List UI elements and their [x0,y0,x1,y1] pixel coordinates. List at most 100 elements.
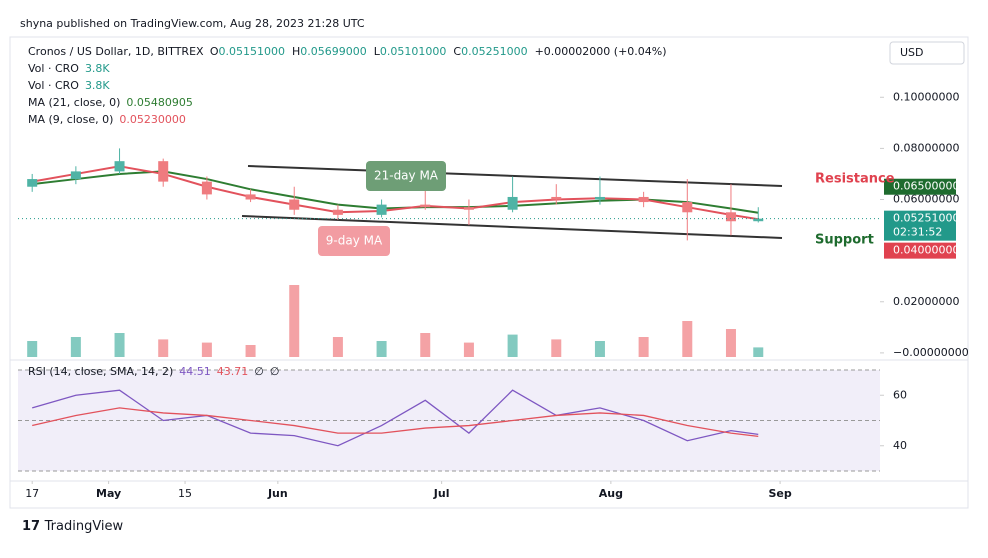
legend-line: MA (21, close, 0) 0.05480905 [28,96,193,109]
candle-body [463,207,474,210]
volume-bar [245,345,256,357]
candle-body [158,161,169,182]
x-tick-label: Jul [433,487,450,500]
legend-value: 0.05480905 [126,96,192,109]
volume-bar [725,329,736,357]
brand: TradingView [44,519,124,534]
ohlc-text: 0.05251000 [461,45,527,58]
legend-name: MA (21, close, 0) [28,96,120,109]
ma21-callout [366,161,446,191]
legend-main: Cronos / US Dollar, 1D, BITTREX O0.051510… [28,45,667,58]
channel-lower [241,215,783,239]
rsi-tick-label: 60 [893,388,907,401]
price-tag [884,210,956,241]
resistance-label: Resistance [815,172,895,187]
candle-body [70,171,81,180]
volume-bar [551,339,562,357]
legend-name: MA (9, close, 0) [28,113,113,126]
candle-body [201,181,212,195]
legend-value: 3.8K [85,62,110,75]
ma-line [32,165,759,221]
candle-body [245,194,256,200]
volume-bar [638,337,649,357]
y-tick-label: 0.08000000 [893,141,959,154]
price-tag-label: 0.04000000 [893,244,959,257]
volume-bar [376,341,387,357]
candle-body [507,196,518,210]
price-tag [884,178,956,195]
candle-body [420,204,431,208]
ohlc-text: 0.05101000 [380,45,446,58]
legend-name: Vol · CRO [28,62,79,75]
candle-body [725,212,736,222]
support-label: Support [815,233,874,248]
rsi-line [32,389,759,447]
volume-bar [201,342,212,357]
chart-frame [9,36,969,509]
legend-value: 3.8K [85,79,110,92]
channel-upper [247,165,783,187]
ohlc-text: 0.05699000 [300,45,366,58]
ma9-label: 9-day MA [326,234,383,248]
rsi-value: ∅ [254,365,264,378]
x-tick-label: May [96,487,121,500]
y-tick-label: −0.00000000 [893,346,969,359]
y-tick-label: 0.06000000 [893,193,959,206]
volume-bar [753,347,764,357]
candle-body [289,199,300,210]
legend-name: Vol · CRO [28,79,79,92]
ohlc-text: C [453,45,461,58]
volume-bar [682,321,693,357]
volume-bar [289,285,300,357]
price-tag-label: 0.06500000 [893,180,959,193]
legend-line: Vol · CRO 3.8K [28,79,110,92]
legend-value: 0.05230000 [119,113,185,126]
x-tick-label: Sep [768,487,791,500]
volume-bar [70,337,81,357]
volume-bar [27,341,38,357]
currency: USD [900,46,924,59]
candle-body [753,218,764,222]
price-tag-countdown: 02:31:52 [893,226,942,239]
legend-line: Vol · CRO 3.8K [28,62,110,75]
ohlc-text: L [374,45,381,58]
ma9-callout [318,226,390,256]
price-tag-label: 0.05251000 [893,212,959,225]
volume-bar [420,333,431,357]
candle-body [332,209,343,215]
x-tick-label: Aug [599,487,623,500]
volume-bar [332,337,343,357]
rsi-name: RSI (14, close, SMA, 14, 2) [28,365,173,378]
symbol: Cronos / US Dollar, 1D, BITTREX [28,45,204,58]
legend-line: MA (9, close, 0) 0.05230000 [28,113,186,126]
volume-bar [507,334,518,357]
candle-body [594,196,605,200]
y-tick-label: 0.10000000 [893,90,959,103]
ohlc-text: H [292,45,300,58]
rsi-value: 44.51 [179,365,211,378]
x-tick-label: 17 [25,487,39,500]
volume-bar [594,341,605,357]
candle-body [376,204,387,215]
ohlc-text: +0.00002000 (+0.04%) [535,45,667,58]
footer-brand: 17 TradingView [22,519,124,534]
y-tick-label: 0.02000000 [893,295,959,308]
candle-body [551,196,562,200]
rsi-legend: RSI (14, close, SMA, 14, 2) 44.51 43.71 ∅ ∅ [28,365,279,378]
candle-body [638,196,649,203]
candle-body [114,161,125,172]
x-tick-label: 15 [178,487,192,500]
ohlc-text: 0.05151000 [219,45,285,58]
candle-body [27,179,38,187]
ohlc-text: O [210,45,219,58]
currency-button[interactable] [889,41,965,65]
volume-bar [463,342,474,357]
ma21-label: 21-day MA [374,169,439,183]
volume-bar [114,333,125,357]
published: shyna published on TradingView.com, Aug … [20,17,365,30]
rsi-value: ∅ [270,365,280,378]
price-tag [884,242,956,259]
x-tick-label: Jun [267,487,288,500]
rsi-line [32,407,759,438]
